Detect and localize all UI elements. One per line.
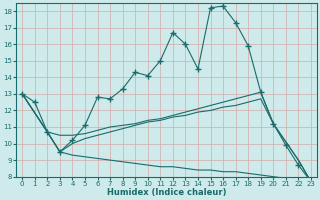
X-axis label: Humidex (Indice chaleur): Humidex (Indice chaleur) xyxy=(107,188,226,197)
